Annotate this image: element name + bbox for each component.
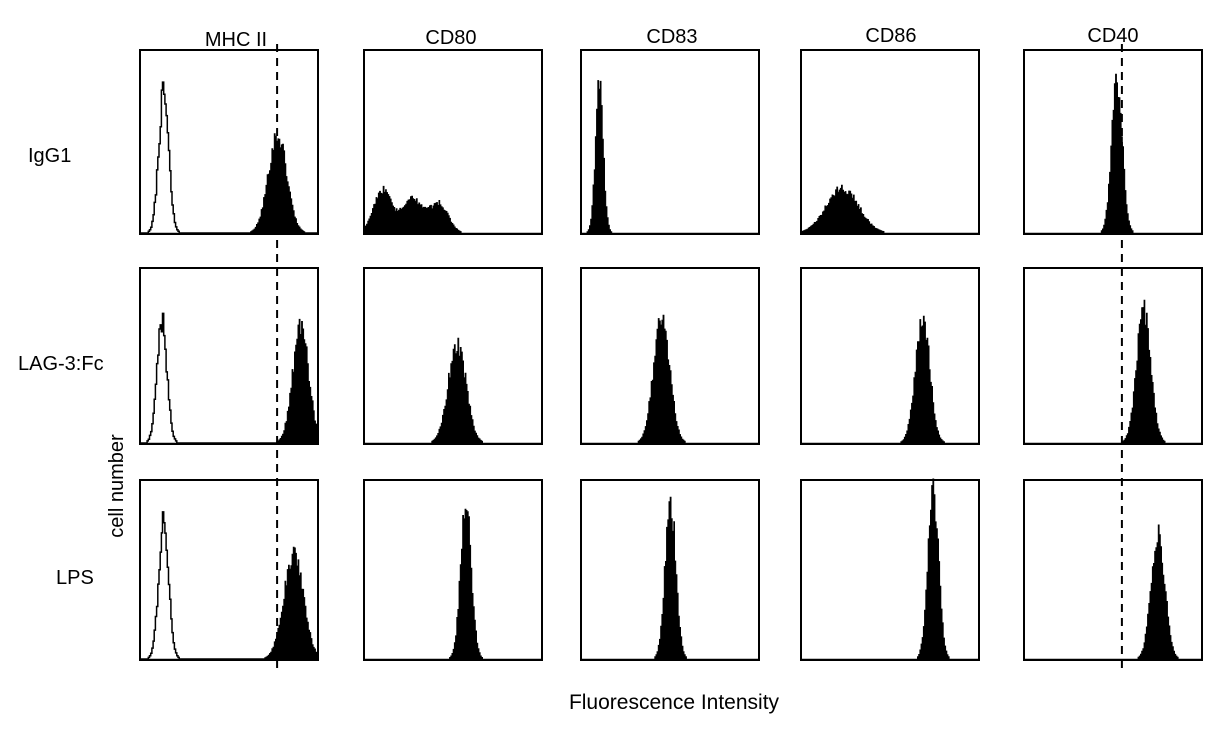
panel-frame-lag-3-fc-cd83	[580, 267, 760, 445]
panel-frame-lag-3-fc-cd80	[363, 267, 543, 445]
row-label-lps: LPS	[56, 567, 94, 589]
histogram-lag-3-fc-cd40	[1024, 299, 1202, 444]
reference-lines	[276, 44, 1123, 672]
column-label-cd83: CD83	[646, 26, 697, 48]
histogram-lps-cd80	[364, 508, 542, 660]
histogram-lag-3-fc-mhc-ii	[140, 318, 319, 444]
histogram-igg1-cd40	[1024, 73, 1202, 234]
panel-frame-lps-cd86	[800, 479, 980, 661]
y-axis-label: cell number	[106, 434, 128, 538]
histogram-igg1-cd80	[363, 185, 542, 234]
panel-frame-igg1-mhc-ii	[139, 49, 319, 235]
histogram-panels	[139, 49, 1203, 661]
histogram-igg1-cd83	[581, 80, 759, 234]
row-label-igg1: IgG1	[28, 145, 71, 167]
panel-frame-lag-3-fc-mhc-ii	[139, 267, 319, 445]
panel-frame-igg1-cd86	[800, 49, 980, 235]
panel-frame-igg1-cd83	[580, 49, 760, 235]
histogram-lag-3-fc-cd83	[581, 314, 759, 444]
column-label-cd80: CD80	[425, 27, 476, 49]
panel-frame-lps-cd83	[580, 479, 760, 661]
histogram-lps-mhc-ii	[140, 546, 319, 660]
row-label-lag3-fc: LAG-3:Fc	[18, 353, 104, 375]
histogram-igg1-cd86	[800, 184, 979, 234]
column-label-mhc-ii: MHC II	[205, 29, 267, 51]
histogram-lps-cd40	[1024, 524, 1202, 660]
histogram-lps-cd86	[801, 478, 979, 660]
panel-frame-igg1-cd40	[1023, 49, 1203, 235]
histogram-lag-3-fc-cd86	[801, 315, 979, 444]
panel-frame-lps-mhc-ii	[139, 479, 319, 661]
x-axis-label: Fluorescence Intensity	[569, 691, 780, 714]
panel-frame-lps-cd40	[1023, 479, 1203, 661]
panel-frame-lag-3-fc-cd86	[800, 267, 980, 445]
histogram-lps-cd83	[581, 496, 759, 660]
histogram-lag-3-fc-cd80	[364, 337, 542, 444]
column-label-cd40: CD40	[1087, 25, 1138, 47]
histogram-igg1-mhc-ii	[140, 133, 318, 234]
column-label-cd86: CD86	[865, 25, 916, 47]
panel-frame-lag-3-fc-cd40	[1023, 267, 1203, 445]
panel-frame-igg1-cd80	[363, 49, 543, 235]
panel-frame-lps-cd80	[363, 479, 543, 661]
